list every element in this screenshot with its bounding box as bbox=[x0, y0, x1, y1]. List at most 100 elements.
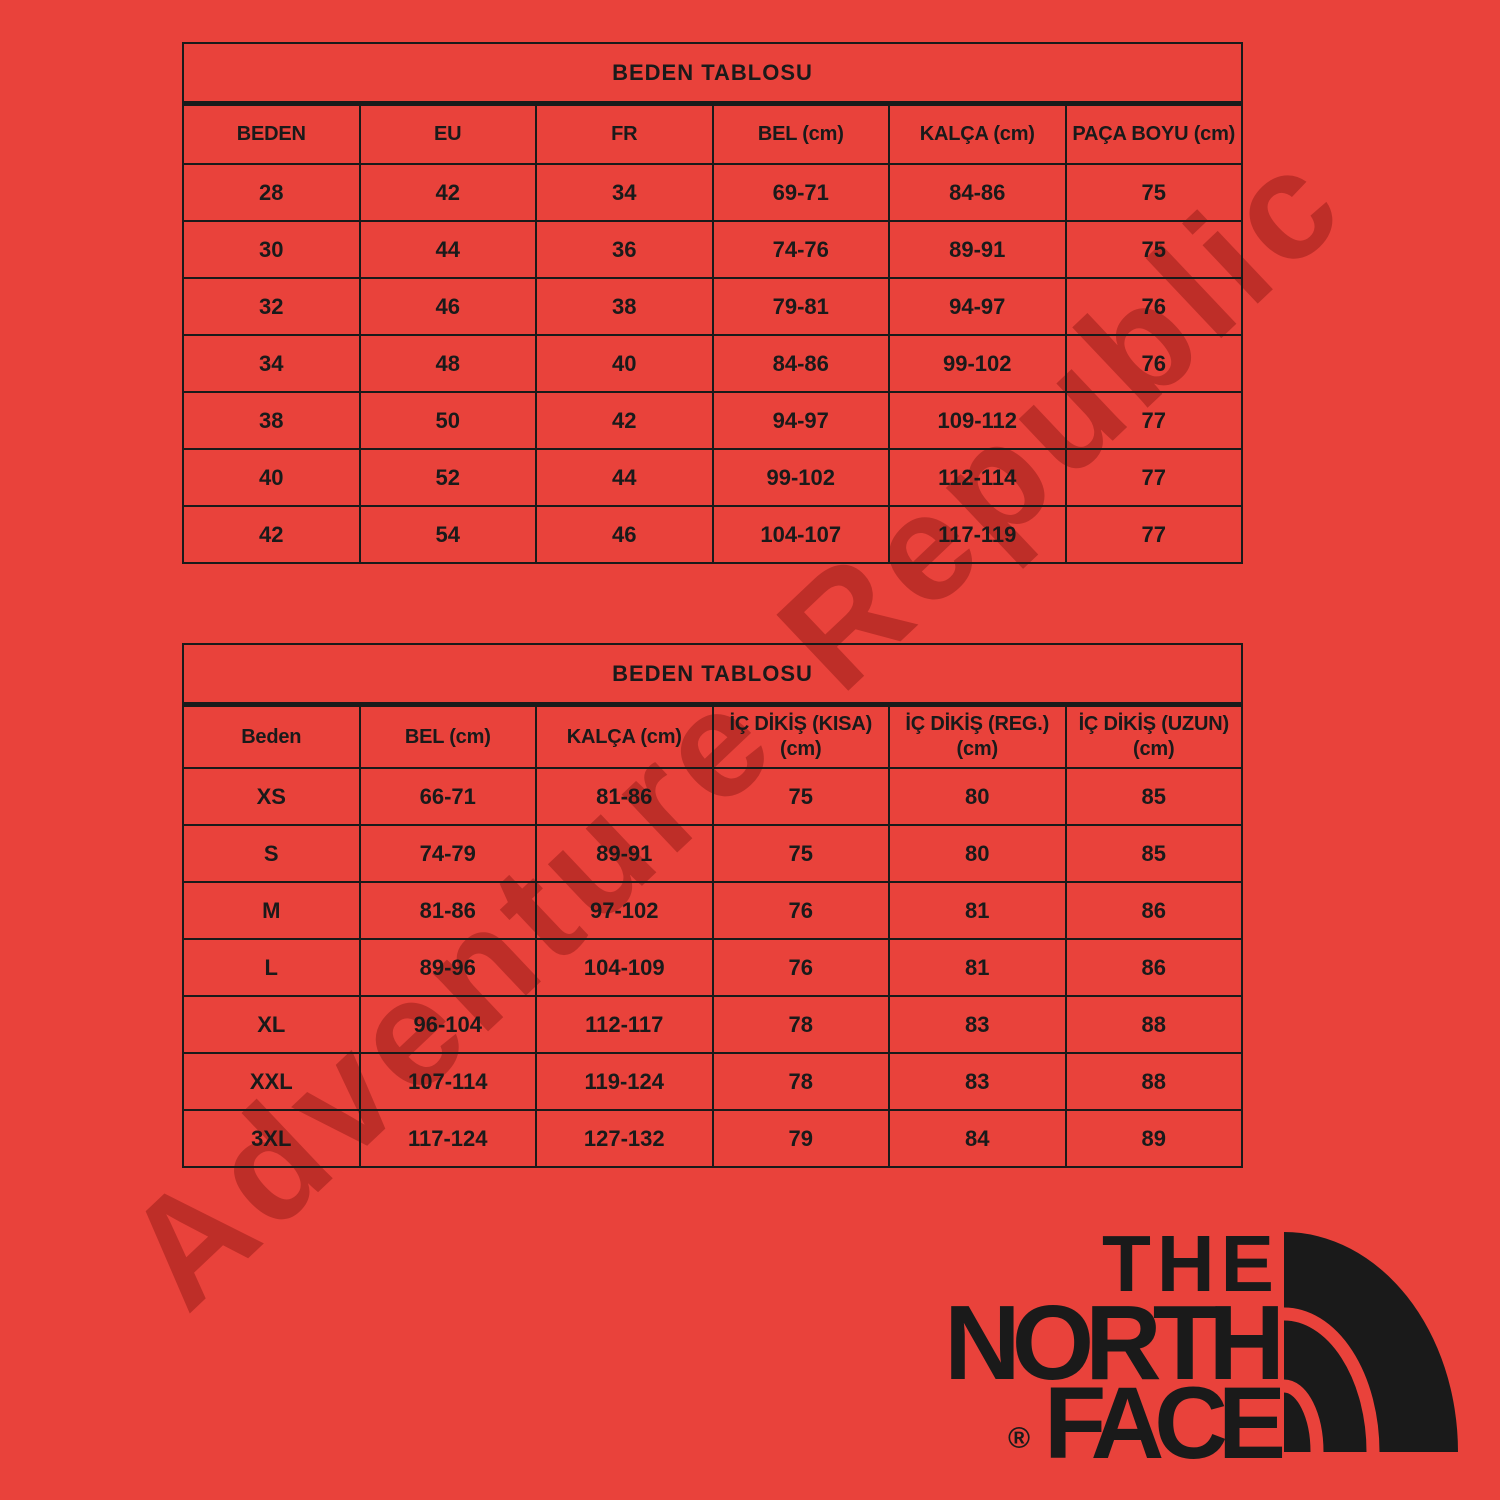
tnf-logo-word-north: NORTH bbox=[944, 1284, 1285, 1402]
size-cell: 77 bbox=[1064, 448, 1243, 507]
size-table-letter-sizes: BEDEN TABLOSU Beden BEL (cm) KALÇA (cm) İÇ … bbox=[182, 643, 1243, 1168]
size-cell: 85 bbox=[1064, 767, 1243, 826]
size-cell: 38 bbox=[535, 277, 714, 336]
table-header-row: BEDEN EU FR BEL (cm) KALÇA (cm) PAÇA BOYU (cm… bbox=[182, 102, 1243, 165]
size-cell: M bbox=[182, 881, 361, 940]
table-row: 28 42 34 69-71 84-86 75 bbox=[182, 163, 1243, 222]
table-row: XS 66-71 81-86 75 80 85 bbox=[182, 767, 1243, 826]
table-row: 42 54 46 104-107 117-119 77 bbox=[182, 505, 1243, 564]
table-title: BEDEN TABLOSU bbox=[182, 643, 1243, 707]
size-cell: 109-112 bbox=[888, 391, 1067, 450]
size-cell: 48 bbox=[358, 334, 537, 393]
size-cell: 81 bbox=[888, 938, 1067, 997]
size-cell: 96-104 bbox=[358, 995, 537, 1054]
size-cell: 77 bbox=[1064, 391, 1243, 450]
size-cell: 69-71 bbox=[711, 163, 890, 222]
size-cell: 80 bbox=[888, 767, 1067, 826]
table-row: 30 44 36 74-76 89-91 75 bbox=[182, 220, 1243, 279]
size-cell: 78 bbox=[711, 1052, 890, 1111]
size-cell: 89-91 bbox=[535, 824, 714, 883]
size-cell: 44 bbox=[358, 220, 537, 279]
size-cell: 117-119 bbox=[888, 505, 1067, 564]
size-cell: 76 bbox=[1064, 277, 1243, 336]
size-cell: 76 bbox=[711, 938, 890, 997]
size-cell: 88 bbox=[1064, 995, 1243, 1054]
column-header: FR bbox=[535, 102, 714, 165]
column-header: Beden bbox=[182, 703, 361, 769]
size-cell: 112-114 bbox=[888, 448, 1067, 507]
table-header-row: Beden BEL (cm) KALÇA (cm) İÇ DİKİŞ (KISA) (… bbox=[182, 703, 1243, 769]
size-cell: 36 bbox=[535, 220, 714, 279]
size-cell: 34 bbox=[535, 163, 714, 222]
size-cell: 75 bbox=[1064, 163, 1243, 222]
size-cell: 84 bbox=[888, 1109, 1067, 1168]
table-row: M 81-86 97-102 76 81 86 bbox=[182, 881, 1243, 940]
size-cell: 81 bbox=[888, 881, 1067, 940]
size-cell: 38 bbox=[182, 391, 361, 450]
size-cell: 86 bbox=[1064, 938, 1243, 997]
size-cell: 74-79 bbox=[358, 824, 537, 883]
table-row: 3XL 117-124 127-132 79 84 89 bbox=[182, 1109, 1243, 1168]
size-cell: XXL bbox=[182, 1052, 361, 1111]
table-title: BEDEN TABLOSU bbox=[182, 42, 1243, 106]
table-row: 40 52 44 99-102 112-114 77 bbox=[182, 448, 1243, 507]
size-cell: 54 bbox=[358, 505, 537, 564]
size-cell: 94-97 bbox=[888, 277, 1067, 336]
size-cell: 28 bbox=[182, 163, 361, 222]
size-cell: L bbox=[182, 938, 361, 997]
size-cell: 50 bbox=[358, 391, 537, 450]
size-cell: 84-86 bbox=[711, 334, 890, 393]
table-row: S 74-79 89-91 75 80 85 bbox=[182, 824, 1243, 883]
size-cell: 117-124 bbox=[358, 1109, 537, 1168]
size-cell: 86 bbox=[1064, 881, 1243, 940]
size-cell: 79 bbox=[711, 1109, 890, 1168]
tnf-logo-word-the: THE bbox=[1102, 1219, 1280, 1308]
size-cell: 99-102 bbox=[711, 448, 890, 507]
size-cell: 44 bbox=[535, 448, 714, 507]
size-cell: 52 bbox=[358, 448, 537, 507]
size-cell: 112-117 bbox=[535, 995, 714, 1054]
size-cell: 119-124 bbox=[535, 1052, 714, 1111]
size-cell: 42 bbox=[358, 163, 537, 222]
size-cell: 99-102 bbox=[888, 334, 1067, 393]
size-cell: 42 bbox=[182, 505, 361, 564]
size-cell: 81-86 bbox=[358, 881, 537, 940]
size-cell: 89 bbox=[1064, 1109, 1243, 1168]
size-cell: 127-132 bbox=[535, 1109, 714, 1168]
column-header: İÇ DİKİŞ (KISA) (cm) bbox=[711, 703, 890, 769]
half-dome-icon bbox=[1284, 1232, 1458, 1452]
size-cell: 107-114 bbox=[358, 1052, 537, 1111]
size-cell: 104-107 bbox=[711, 505, 890, 564]
size-cell: 79-81 bbox=[711, 277, 890, 336]
size-cell: 75 bbox=[711, 767, 890, 826]
column-header: BEL (cm) bbox=[711, 102, 890, 165]
size-cell: 97-102 bbox=[535, 881, 714, 940]
size-table-pants-numeric: BEDEN TABLOSU BEDEN EU FR BEL (cm) KALÇA (cm… bbox=[182, 42, 1243, 564]
size-cell: 34 bbox=[182, 334, 361, 393]
size-cell: 75 bbox=[711, 824, 890, 883]
size-cell: 46 bbox=[358, 277, 537, 336]
size-cell: 80 bbox=[888, 824, 1067, 883]
size-cell: XL bbox=[182, 995, 361, 1054]
table-title-row: BEDEN TABLOSU bbox=[182, 643, 1243, 707]
size-cell: 3XL bbox=[182, 1109, 361, 1168]
table-row: 32 46 38 79-81 94-97 76 bbox=[182, 277, 1243, 336]
column-header: PAÇA BOYU (cm) bbox=[1064, 102, 1243, 165]
size-cell: 81-86 bbox=[535, 767, 714, 826]
column-header: İÇ DİKİŞ (REG.) (cm) bbox=[888, 703, 1067, 769]
size-cell: 104-109 bbox=[535, 938, 714, 997]
size-cell: 32 bbox=[182, 277, 361, 336]
table-row: 38 50 42 94-97 109-112 77 bbox=[182, 391, 1243, 450]
size-cell: 40 bbox=[535, 334, 714, 393]
tnf-logo-word-face: FACE bbox=[1043, 1366, 1286, 1480]
column-header: KALÇA (cm) bbox=[888, 102, 1067, 165]
size-cell: 83 bbox=[888, 995, 1067, 1054]
table-title-row: BEDEN TABLOSU bbox=[182, 42, 1243, 106]
size-cell: 76 bbox=[711, 881, 890, 940]
size-cell: 42 bbox=[535, 391, 714, 450]
table-body: 28 42 34 69-71 84-86 75 30 44 36 74-76 89-91 75 32 46… bbox=[182, 163, 1243, 564]
size-cell: 84-86 bbox=[888, 163, 1067, 222]
column-header: BEL (cm) bbox=[358, 703, 537, 769]
size-cell: 75 bbox=[1064, 220, 1243, 279]
